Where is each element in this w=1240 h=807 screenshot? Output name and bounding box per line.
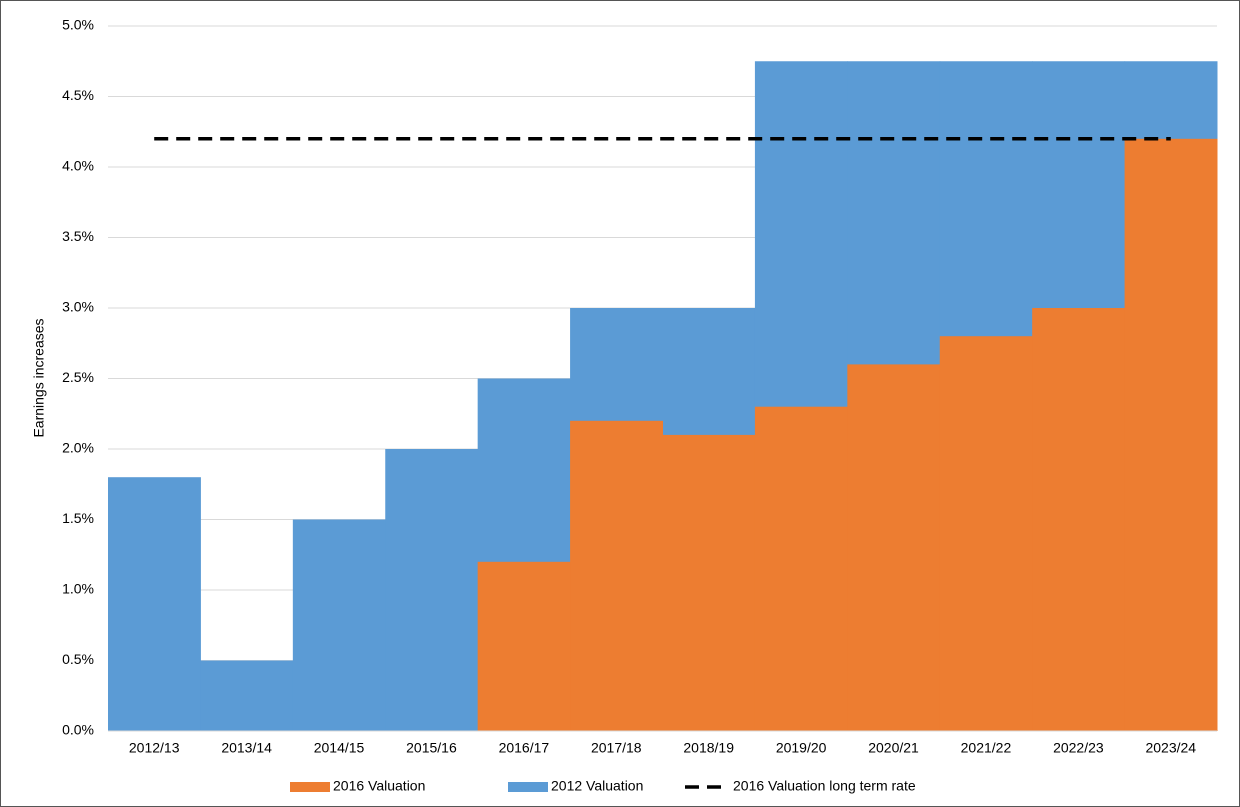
y-axis-label: Earnings increases xyxy=(31,318,47,437)
y-tick-label: 3.5% xyxy=(62,228,94,244)
x-tick-label: 2017/18 xyxy=(591,740,642,756)
x-tick-label: 2021/22 xyxy=(961,740,1012,756)
bar xyxy=(1032,308,1126,731)
bar xyxy=(292,519,386,731)
y-tick-label: 3.0% xyxy=(62,299,94,315)
x-tick-label: 2012/13 xyxy=(129,740,180,756)
bar xyxy=(108,477,201,731)
bar xyxy=(200,660,294,731)
x-tick-label: 2016/17 xyxy=(499,740,550,756)
x-tick-label: 2023/24 xyxy=(1145,740,1196,756)
y-tick-label: 0.5% xyxy=(62,651,94,667)
y-tick-label: 2.5% xyxy=(62,369,94,385)
legend-label: 2016 Valuation long term rate xyxy=(733,778,916,794)
x-tick-label: 2015/16 xyxy=(406,740,457,756)
y-tick-label: 5.0% xyxy=(62,17,94,33)
y-tick-label: 0.0% xyxy=(62,722,94,738)
x-tick-label: 2018/19 xyxy=(683,740,734,756)
bar xyxy=(1124,138,1218,732)
legend-label: 2016 Valuation xyxy=(333,778,425,794)
y-tick-label: 1.0% xyxy=(62,581,94,597)
x-tick-label: 2022/23 xyxy=(1053,740,1104,756)
bar xyxy=(847,364,941,731)
x-tick-label: 2013/14 xyxy=(221,740,272,756)
x-tick-label: 2014/15 xyxy=(314,740,365,756)
bar xyxy=(477,561,571,731)
bar xyxy=(939,336,1033,731)
legend-swatch xyxy=(508,782,548,792)
legend-label: 2012 Valuation xyxy=(551,778,643,794)
y-tick-label: 4.5% xyxy=(62,87,94,103)
y-tick-label: 2.0% xyxy=(62,440,94,456)
x-tick-label: 2020/21 xyxy=(868,740,919,756)
legend-swatch xyxy=(290,782,330,792)
x-tick-label: 2019/20 xyxy=(776,740,827,756)
bar xyxy=(570,420,663,731)
bar xyxy=(385,449,479,731)
bar xyxy=(662,434,756,731)
y-tick-label: 4.0% xyxy=(62,158,94,174)
bar xyxy=(754,406,848,731)
y-tick-label: 1.5% xyxy=(62,510,94,526)
